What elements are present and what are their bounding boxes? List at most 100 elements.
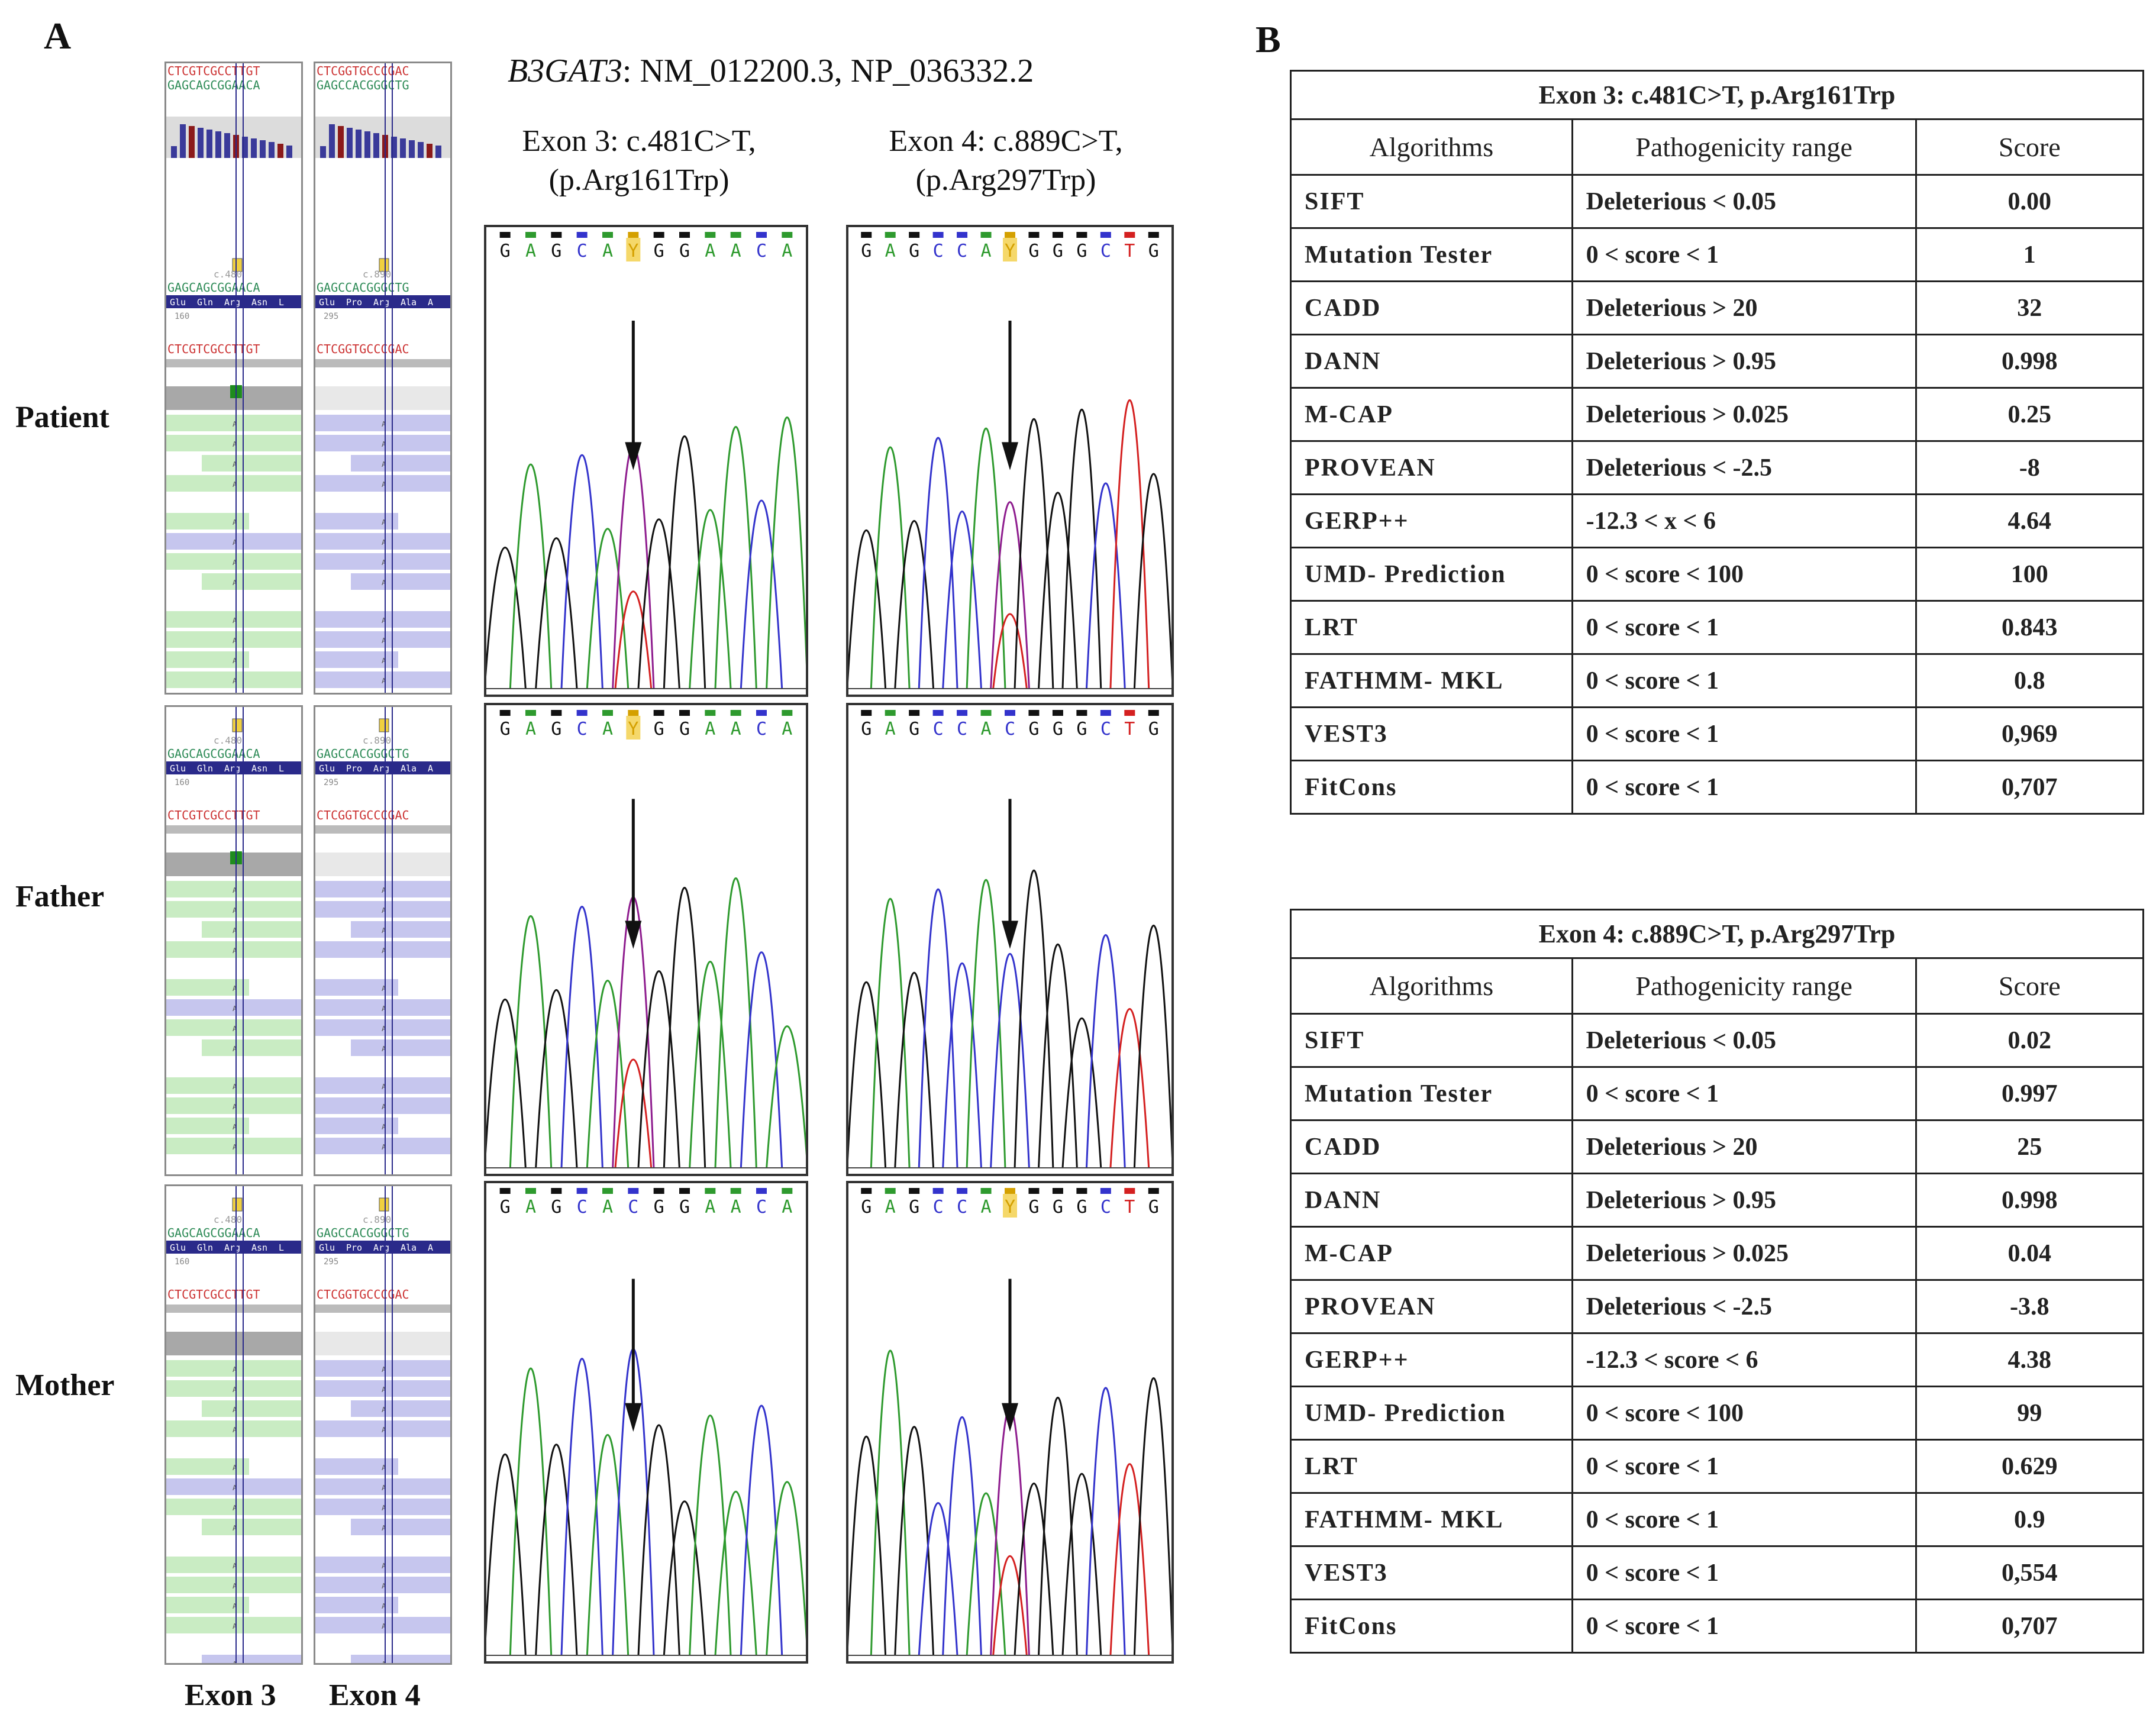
base-call: G xyxy=(500,1197,511,1218)
range-cell: 0 < score < 1 xyxy=(1571,653,1917,708)
codon-label: Arg xyxy=(373,297,389,308)
read-base: A xyxy=(382,886,386,895)
coverage-bar xyxy=(224,133,230,158)
score-cell: 0,707 xyxy=(1915,760,2144,815)
reference-sequence: CTCGGTGCCCGAC xyxy=(317,1287,409,1302)
codon-label: Ala xyxy=(401,1242,417,1253)
amino-acid-number: 160 xyxy=(175,1257,189,1267)
quality-bar xyxy=(551,1188,562,1194)
read-base: A xyxy=(382,1143,386,1151)
read-base: A xyxy=(233,1524,237,1532)
base-call: G xyxy=(861,1197,872,1218)
sequencing-read xyxy=(315,533,450,550)
algorithm-cell: FATHMM- MKL xyxy=(1290,1492,1573,1547)
header-pathogenicity-range: Pathogenicity range xyxy=(1571,118,1917,176)
reference-sequence: CTCGTCGCCTTGT xyxy=(167,1287,260,1302)
table-row: GERP++ -12.3 < x < 6 4.64 xyxy=(1290,493,2144,548)
base-call: C xyxy=(957,1197,967,1218)
position-label: c.890 xyxy=(363,269,391,280)
sequencing-read xyxy=(351,921,450,938)
heterozygous-highlight xyxy=(1003,238,1017,261)
base-call: C xyxy=(933,719,944,740)
sequencing-read xyxy=(166,1499,301,1515)
codon-label: Glu xyxy=(319,763,335,774)
quality-bar xyxy=(602,232,613,238)
score-cell: 4.38 xyxy=(1915,1332,2144,1387)
codon-label: Pro xyxy=(346,297,362,308)
coverage-bar xyxy=(189,126,195,158)
variant-marker xyxy=(379,718,389,732)
ruler-track xyxy=(315,825,450,834)
read-base: A xyxy=(382,1005,386,1013)
algorithm-cell: UMD- Prediction xyxy=(1290,1386,1573,1441)
sequencing-read xyxy=(315,435,450,451)
read-base: A xyxy=(382,1562,386,1570)
header-algorithms: Algorithms xyxy=(1290,118,1573,176)
row-label-patient: Patient xyxy=(15,401,109,434)
trace-peak xyxy=(689,961,732,1168)
sequence-track: GAGCAGCGGAACA xyxy=(167,747,260,761)
quality-bar xyxy=(551,232,562,238)
quality-bar xyxy=(679,232,690,238)
range-cell: Deleterious > 0.95 xyxy=(1571,334,1917,389)
sequencing-read xyxy=(166,631,301,648)
ruler-track xyxy=(166,825,301,834)
trace-peak xyxy=(1085,482,1126,689)
coverage-bar xyxy=(320,146,326,158)
sequencing-read xyxy=(315,1597,398,1613)
sequencing-read xyxy=(351,455,450,472)
heterozygous-highlight xyxy=(626,716,641,740)
read-base: A xyxy=(233,1365,237,1374)
quality-bar xyxy=(653,710,664,716)
sequencing-read xyxy=(166,1557,301,1573)
sequencing-read xyxy=(166,1597,249,1613)
trace-peak xyxy=(535,1444,578,1656)
quality-bar xyxy=(1124,710,1135,716)
range-cell: Deleterious < 0.05 xyxy=(1571,1013,1917,1068)
read-base: A xyxy=(382,1103,386,1111)
coverage-bar xyxy=(251,138,257,158)
trace-peak xyxy=(535,537,578,689)
trace-peak xyxy=(1133,473,1171,689)
base-call: C xyxy=(628,1197,638,1218)
quality-bar xyxy=(932,232,944,238)
base-call: Y xyxy=(1005,1197,1015,1218)
base-call: G xyxy=(909,241,919,261)
base-call: T xyxy=(1124,719,1135,740)
row-label-father: Father xyxy=(15,880,105,913)
read-base: A xyxy=(382,1025,386,1033)
score-cell: 99 xyxy=(1915,1386,2144,1441)
table-row: DANN Deleterious > 0.95 0.998 xyxy=(1290,334,2144,389)
range-cell: 0 < score < 1 xyxy=(1571,760,1917,815)
read-base: A xyxy=(233,1562,237,1570)
read-base: A xyxy=(233,460,237,469)
igv-patient-exon3: CTCGTCGCCTTGT GAGCAGCGGAACA c.480 GAGCAGCGG… xyxy=(164,62,303,695)
coverage-bar xyxy=(242,137,248,158)
base-call: C xyxy=(577,241,588,261)
secondary-peak xyxy=(614,590,653,689)
score-cell: 0.02 xyxy=(1915,1013,2144,1068)
table-row: FitCons 0 < score < 1 0,707 xyxy=(1290,760,2144,815)
position-label: c.890 xyxy=(363,1214,391,1225)
igv-mother-exon4: c.890 GAGCCACGGGCTG Glu Pro Arg Ala A 295 CTCGGT… xyxy=(314,1184,452,1665)
variant-arrow-head xyxy=(625,1403,642,1432)
read-base: A xyxy=(233,1025,237,1033)
codon-label: A xyxy=(428,763,433,774)
quality-bar xyxy=(1028,232,1040,238)
variant-arrow-head xyxy=(1002,1403,1018,1432)
range-cell: 0 < score < 1 xyxy=(1571,1066,1917,1121)
base-call: G xyxy=(551,241,561,261)
table-row: LRT 0 < score < 1 0.843 xyxy=(1290,600,2144,655)
quality-bar xyxy=(909,710,920,716)
sequencing-read xyxy=(166,1138,301,1154)
read-base: A xyxy=(233,480,237,489)
read-base: A xyxy=(233,1123,237,1131)
secondary-peak xyxy=(992,613,1028,689)
trace-peak xyxy=(990,501,1030,689)
